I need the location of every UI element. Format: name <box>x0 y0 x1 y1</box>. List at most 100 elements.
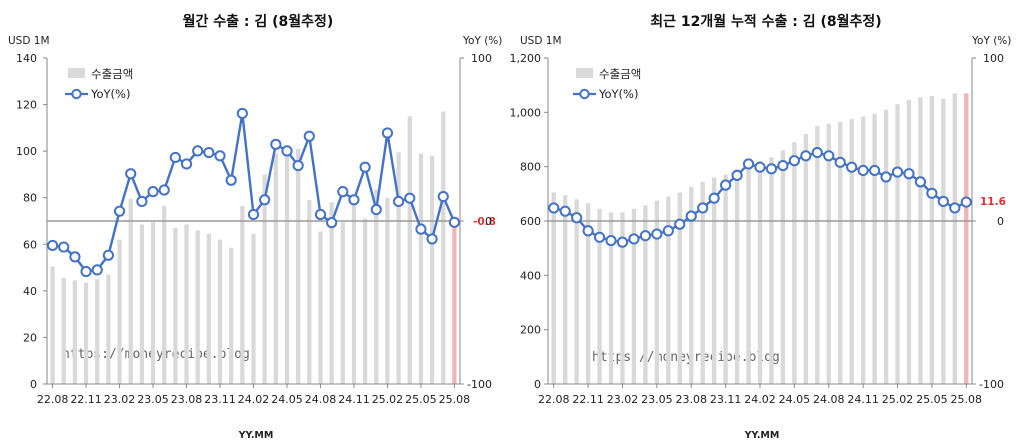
chart2-left-tick-label: 1,000 <box>510 106 542 119</box>
chart2-bar-25.01 <box>883 109 889 385</box>
chart2-bar-23.03 <box>631 208 637 384</box>
chart2-yoy-point-22.08 <box>548 202 560 214</box>
chart1-bar-23.05 <box>150 222 156 384</box>
chart2-yoy-point-24.07 <box>811 146 823 159</box>
chart2-bar-25.08 <box>964 93 969 384</box>
chart2-last-value-label: 11.6 <box>980 196 1006 208</box>
chart2-bar-24.06 <box>803 134 809 384</box>
chart2-bar-25.06 <box>941 98 946 384</box>
chart1-x-tick-label: 22.11 <box>70 393 102 406</box>
chart1-left-unit: USD 1M <box>8 35 50 47</box>
chart1-x-tick-label: 24.05 <box>271 393 303 406</box>
chart1-yoy-point-22.12 <box>91 264 103 276</box>
chart1-bar-24.10 <box>340 222 345 384</box>
chart1-x-tick-label: 24.02 <box>238 393 270 406</box>
chart1-bar-25.04 <box>407 116 412 385</box>
chart1-yoy-point-24.07 <box>303 130 315 142</box>
chart1-bar-22.08 <box>50 266 55 384</box>
chart1-yoy-point-24.05 <box>281 145 293 157</box>
chart1-x-tick-label: 25.08 <box>439 393 471 406</box>
chart1-bar-24.07 <box>307 200 312 384</box>
chart1-bar-25.03 <box>396 152 401 384</box>
chart1-x-tick-label: 23.08 <box>171 393 203 406</box>
chart2-bar-24.03 <box>769 157 774 384</box>
chart1-legend-bar-swatch <box>68 68 85 78</box>
chart1-yoy-point-25.03 <box>393 195 405 208</box>
chart1-x-tick-label: 23.05 <box>137 393 169 406</box>
chart2-yoy-point-24.06 <box>800 150 812 162</box>
chart1-yoy-point-23.06 <box>158 184 170 196</box>
chart2-bar-22.11 <box>585 203 591 384</box>
chart2-left-tick-label: 200 <box>520 324 541 337</box>
chart2-bar-23.02 <box>620 212 625 384</box>
chart2-bar-24.11 <box>860 116 866 384</box>
chart1-legend-bar-label: 수출금액 <box>91 67 133 81</box>
chart1-bar-24.11 <box>351 202 357 384</box>
chart2-bar-22.09 <box>563 195 568 384</box>
chart1-yoy-point-24.12 <box>359 161 371 173</box>
chart2-yoy-point-23.03 <box>628 233 640 245</box>
chart2-yoy-point-25.02 <box>891 166 904 178</box>
chart2-yoy-point-23.11 <box>720 179 732 191</box>
chart2-yoy-point-25.04 <box>914 176 927 188</box>
chart2-x-tick-label: 25.08 <box>951 393 983 406</box>
chart2-bar-25.07 <box>952 93 957 384</box>
chart2-yoy-point-25.01 <box>880 171 892 183</box>
chart2-bar-22.10 <box>574 199 579 384</box>
chart1-right-unit: YoY (%) <box>462 35 502 47</box>
chart1-bar-22.09 <box>61 278 66 384</box>
chart2-watermark: https://moneyrecipe.blog <box>592 350 780 365</box>
chart2-x-axis-label: YY.MM <box>744 430 780 441</box>
chart1-left-tick-label: 120 <box>16 99 37 112</box>
chart2-yoy-point-24.04 <box>777 159 789 172</box>
chart2-bar-24.02 <box>757 161 763 384</box>
chart2-bar-23.04 <box>643 205 648 384</box>
chart2-bar-25.04 <box>918 97 923 384</box>
chart2-yoy-point-23.09 <box>697 202 709 214</box>
chart2-yoy-point-23.04 <box>639 230 652 242</box>
chart2-x-tick-label: 25.02 <box>882 393 914 406</box>
chart1-yoy-point-24.11 <box>348 194 360 206</box>
chart1-x-axis-label: YY.MM <box>238 430 274 441</box>
chart2-yoy-point-22.09 <box>559 205 571 217</box>
chart2-legend-marker <box>579 88 590 100</box>
chart2-bar-22.08 <box>551 192 556 384</box>
chart1-bar-23.02 <box>117 239 122 384</box>
chart2-bar-24.10 <box>849 119 854 385</box>
chart1-bar-25.01 <box>374 189 379 384</box>
chart2-x-tick-label: 23.05 <box>641 393 673 406</box>
chart2-left-tick-label: 600 <box>520 215 541 228</box>
chart2-yoy-point-25.03 <box>903 168 915 180</box>
chart2-yoy-point-24.10 <box>846 161 858 173</box>
chart1-bar-22.10 <box>72 280 78 384</box>
chart2-bar-23.08 <box>689 187 694 384</box>
chart2-x-tick-label: 24.05 <box>779 393 811 406</box>
chart1-bar-23.06 <box>162 205 167 384</box>
chart1-yoy-point-23.01 <box>102 249 114 261</box>
chart1-bar-24.04 <box>273 153 278 384</box>
chart1-yoy-point-23.12 <box>225 174 237 186</box>
chart2-bar-23.10 <box>711 177 717 384</box>
chart1-yoy-point-24.06 <box>292 159 304 172</box>
chart2-yoy-point-23.01 <box>605 234 617 247</box>
chart2-yoy-point-24.05 <box>788 155 800 167</box>
chart1-legend-line-label: YoY(%) <box>90 87 130 101</box>
chart1-right-tick-label: -100 <box>467 378 492 391</box>
chart1-bar-25.05 <box>418 153 424 384</box>
chart1-yoy-point-25.01 <box>370 203 382 216</box>
chart1-x-tick-label: 23.11 <box>204 393 236 406</box>
chart2-yoy-point-23.06 <box>662 225 674 237</box>
chart1-bar-24.12 <box>363 218 368 384</box>
chart2-right-tick-label: -100 <box>979 378 1004 391</box>
chart2-left-tick-label: 800 <box>520 161 541 174</box>
chart2-x-tick-label: 22.11 <box>572 393 604 406</box>
chart1-bar-24.08 <box>318 231 323 384</box>
chart2-x-tick-label: 23.11 <box>710 393 742 406</box>
chart1-yoy-point-25.05 <box>415 223 427 235</box>
chart2-yoy-point-25.05 <box>926 187 938 199</box>
chart1-yoy-point-22.09 <box>58 241 70 253</box>
chart2-legend-bar-swatch <box>576 68 593 78</box>
chart1-yoy-point-24.01 <box>236 107 248 120</box>
chart1-yoy-point-25.07 <box>437 190 449 203</box>
